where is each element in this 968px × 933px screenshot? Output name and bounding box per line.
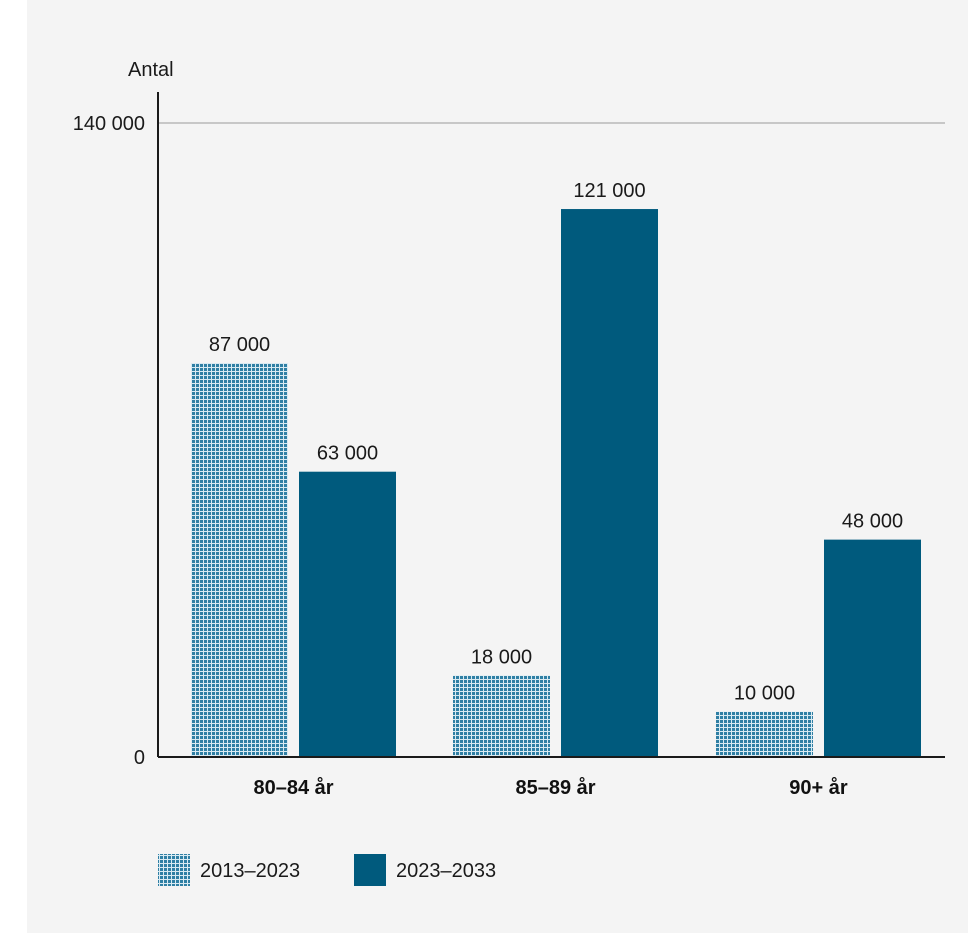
y-axis-title: Antal: [128, 59, 174, 81]
category-labels: 80–84 år 85–89 år 90+ år: [253, 776, 847, 799]
axes: [157, 92, 945, 758]
legend-label: 2023–2033: [396, 860, 496, 882]
legend: 2013–2023 2023–2033: [158, 854, 496, 886]
category-label: 85–89 år: [515, 776, 595, 799]
bar: [453, 675, 550, 757]
data-label: 10 000: [734, 683, 795, 705]
bar: [561, 209, 658, 758]
bar: [191, 363, 288, 757]
data-label: 48 000: [842, 511, 903, 533]
y-tick-labels: 0 140 000: [73, 113, 145, 769]
data-label: 18 000: [471, 646, 532, 668]
data-label: 121 000: [573, 180, 645, 202]
category-label: 90+ år: [789, 776, 848, 799]
legend-label: 2013–2023: [200, 860, 300, 882]
legend-swatch: [354, 854, 386, 886]
chart-panel: [27, 0, 968, 933]
data-label: 63 000: [317, 443, 378, 465]
y-tick-label: 140 000: [73, 113, 145, 135]
bars: [191, 209, 921, 758]
bar: [716, 711, 813, 757]
data-label: 87 000: [209, 334, 270, 356]
bar: [824, 539, 921, 757]
bar: [299, 471, 396, 757]
y-tick-label: 0: [134, 747, 145, 769]
legend-swatch: [158, 854, 190, 886]
category-label: 80–84 år: [253, 776, 333, 799]
data-labels: 87 000 63 000 18 000 121 000 10 000 48 000: [209, 180, 903, 705]
